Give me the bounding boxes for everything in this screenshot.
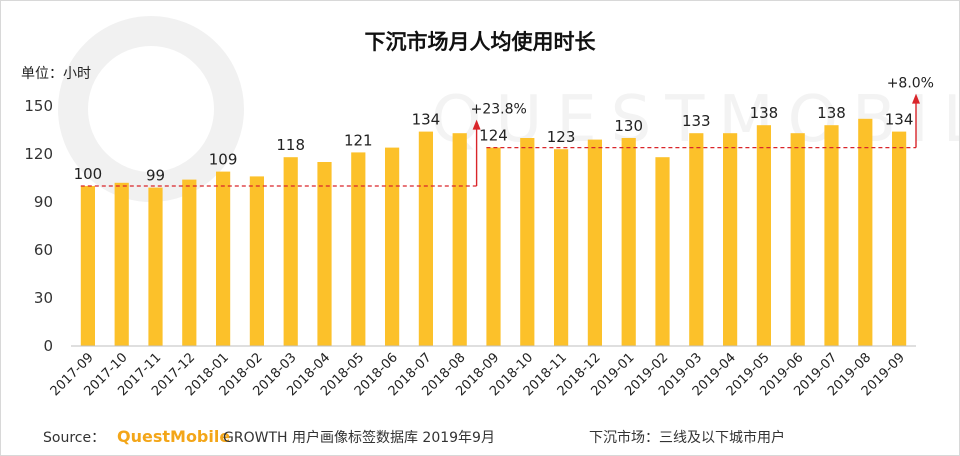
y-axis: 0 30 60 90 120 150 [24, 97, 53, 355]
bar [80, 186, 95, 346]
data-label: 133 [682, 112, 711, 130]
data-label: 109 [209, 151, 238, 169]
bar [486, 147, 501, 346]
bar [655, 157, 670, 346]
bar [621, 138, 636, 346]
data-label: 138 [750, 104, 779, 122]
bar [249, 176, 264, 346]
bar [114, 182, 129, 346]
bar [756, 125, 771, 346]
bar [790, 133, 805, 346]
bar [824, 125, 839, 346]
bar [452, 133, 467, 346]
bar [723, 133, 738, 346]
bar [587, 139, 602, 346]
bar [216, 171, 231, 346]
y-tick-label: 150 [24, 97, 53, 115]
growth-label: +23.8% [471, 102, 527, 118]
y-tick-label: 0 [43, 337, 53, 355]
chart-title: 下沉市场月人均使用时长 [365, 30, 597, 54]
footer-source-label: Source： [43, 430, 105, 446]
x-axis: 2017-092017-102017-112017-122018-012018-… [48, 350, 908, 399]
data-label: 130 [614, 117, 643, 135]
data-label: 99 [146, 167, 165, 185]
footer-source-text: GROWTH 用户画像标签数据库 2019年9月 [223, 429, 495, 446]
bar [689, 133, 704, 346]
bars-group [80, 118, 907, 346]
footer-brand: QuestMobile [117, 427, 230, 446]
y-tick-label: 30 [34, 289, 53, 307]
data-label: 118 [276, 136, 305, 154]
bar [182, 179, 197, 346]
data-label: 134 [885, 111, 914, 129]
data-label: 138 [817, 104, 846, 122]
bar [351, 152, 366, 346]
growth-arrow-head [912, 93, 920, 104]
bar [148, 187, 163, 346]
bar [418, 131, 433, 346]
data-label: 124 [479, 127, 508, 145]
growth-arrow-head [472, 119, 481, 130]
y-tick-label: 60 [34, 241, 53, 259]
y-tick-label: 90 [34, 193, 53, 211]
reference-lines: +23.8% +8.0% [80, 76, 934, 187]
bar [283, 157, 298, 346]
data-label: 134 [412, 111, 441, 129]
bar [385, 147, 400, 346]
bar [892, 131, 907, 346]
data-label: 100 [74, 165, 103, 183]
unit-label: 单位：小时 [21, 66, 91, 82]
footer: Source： QuestMobile GROWTH 用户画像标签数据库 201… [43, 427, 785, 446]
data-label: 121 [344, 131, 373, 149]
bar [554, 149, 569, 346]
y-tick-label: 120 [24, 145, 53, 163]
bar [858, 118, 873, 346]
data-labels: 100 99 109 118 121 134 124 123 130 133 138 138 134 [74, 104, 914, 184]
data-label: 123 [547, 128, 576, 146]
bar [317, 162, 332, 346]
bar [520, 138, 535, 346]
growth-label: +8.0% [887, 76, 934, 92]
footer-note: 下沉市场：三线及以下城市用户 [589, 429, 785, 446]
